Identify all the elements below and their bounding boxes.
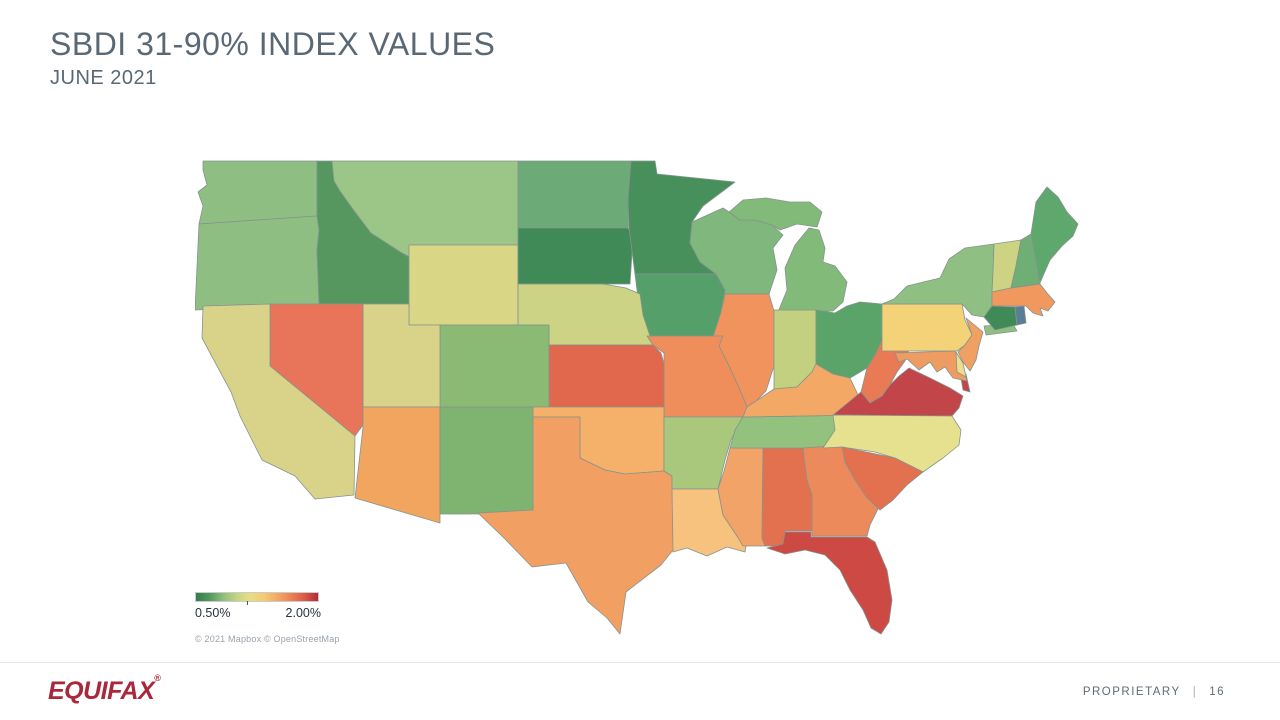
- page-subtitle: JUNE 2021: [50, 67, 157, 89]
- state-arizona[interactable]: [354, 406, 441, 524]
- classification-label: PROPRIETARY: [1082, 685, 1181, 698]
- state-colorado[interactable]: [439, 324, 550, 408]
- us-states-map: [195, 160, 1079, 635]
- footer: EQUIFAX® PROPRIETARY | 16: [0, 662, 1280, 720]
- legend-min-label: 0.50%: [195, 606, 231, 620]
- equifax-logo-text: EQUIFAX: [48, 677, 155, 705]
- state-massachusetts[interactable]: [991, 283, 1056, 317]
- map-attribution: © 2021 Mapbox © OpenStreetMap: [195, 634, 340, 644]
- page-title: SBDI 31-90% INDEX VALUES: [50, 26, 496, 62]
- state-north-dakota[interactable]: [517, 160, 632, 229]
- state-florida[interactable]: [766, 531, 893, 635]
- state-michigan[interactable]: [728, 197, 848, 313]
- state-south-carolina[interactable]: [841, 446, 924, 511]
- state-kentucky[interactable]: [742, 363, 865, 418]
- registered-trademark-icon: ®: [154, 672, 161, 683]
- state-wyoming[interactable]: [408, 244, 519, 326]
- state-delaware[interactable]: [955, 351, 967, 378]
- footer-right: PROPRIETARY | 16: [1083, 686, 1225, 698]
- state-rhode-island[interactable]: [1014, 305, 1027, 326]
- state-iowa[interactable]: [634, 273, 731, 337]
- state-new-jersey[interactable]: [957, 317, 984, 372]
- map-legend: 0.50% 2.00%: [195, 592, 323, 620]
- state-pennsylvania[interactable]: [881, 303, 973, 352]
- state-california[interactable]: [201, 303, 356, 500]
- legend-tick: [247, 601, 249, 605]
- state-kansas[interactable]: [548, 344, 665, 408]
- choropleth-map: 0.50% 2.00% © 2021 Mapbox © OpenStreetMa…: [195, 140, 1095, 645]
- legend-max-label: 2.00%: [285, 606, 321, 620]
- state-south-dakota[interactable]: [517, 227, 634, 285]
- footer-separator: |: [1192, 685, 1198, 698]
- state-washington[interactable]: [197, 160, 318, 225]
- state-oregon[interactable]: [195, 215, 320, 311]
- header: SBDI 31-90% INDEX VALUES JUNE 2021: [50, 26, 495, 90]
- legend-gradient-bar: [196, 593, 318, 601]
- page-number: 16: [1209, 685, 1225, 698]
- state-connecticut[interactable]: [983, 305, 1018, 331]
- equifax-logo: EQUIFAX®: [48, 673, 161, 706]
- state-texas[interactable]: [477, 416, 674, 635]
- state-new-mexico[interactable]: [439, 406, 534, 515]
- state-maine[interactable]: [1030, 186, 1079, 284]
